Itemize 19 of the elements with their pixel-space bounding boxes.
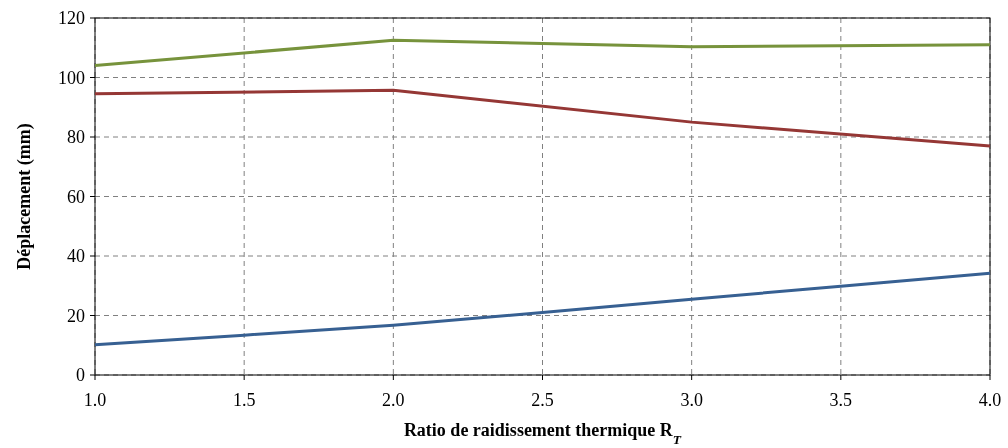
line-series xyxy=(93,38,992,68)
x-tick-label: 2.0 xyxy=(382,390,405,410)
x-tick-label: 2.5 xyxy=(531,390,554,410)
y-tick-label: 0 xyxy=(76,365,85,386)
y-tick-label: 40 xyxy=(67,246,85,267)
line-series xyxy=(93,271,992,347)
y-tick-label: 80 xyxy=(67,127,85,148)
y-axis-title: Déplacement (mm) xyxy=(14,123,35,270)
x-axis-title: Ratio de raidissement thermique R$_{T}$ xyxy=(403,420,682,447)
x-tick-label: 1.0 xyxy=(83,390,107,410)
line-series xyxy=(93,88,992,148)
x-tick-label: 4.0 xyxy=(978,390,1002,410)
y-tick-label: 100 xyxy=(58,67,85,88)
y-tick-label: 120 xyxy=(58,8,85,29)
x-tick-label: 3.0 xyxy=(680,390,703,410)
y-tick-label: 60 xyxy=(67,186,85,207)
y-tick-label: 20 xyxy=(67,305,85,326)
x-tick-label: 3.5 xyxy=(829,390,853,410)
x-tick-label: 1.5 xyxy=(232,390,256,410)
